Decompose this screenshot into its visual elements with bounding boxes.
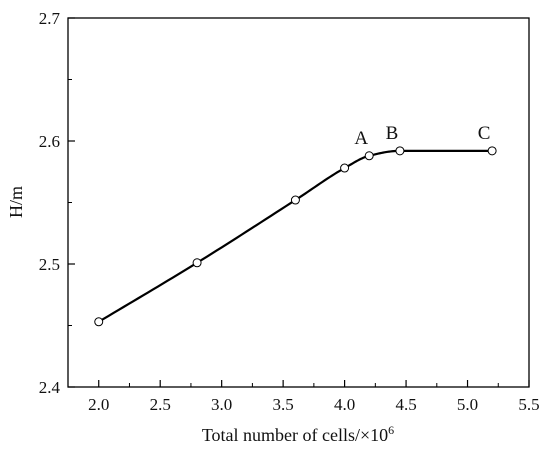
series-line: [98, 149, 493, 323]
point-label-a: A: [354, 128, 368, 149]
y-tick-label: 2.6: [39, 132, 60, 151]
y-tick-label: 2.7: [39, 9, 61, 28]
x-tick-label: 2.0: [88, 395, 109, 414]
x-tick-label: 5.0: [457, 395, 478, 414]
x-tick-label: 4.0: [334, 395, 355, 414]
x-axis-ticks: 2.0 2.5 3.0 3.5 4.0 4.5 5.0 5.5: [88, 380, 540, 414]
x-tick-label: 3.5: [273, 395, 294, 414]
data-point: [395, 146, 405, 156]
data-point: [290, 195, 300, 205]
y-axis-title: H/m: [6, 186, 26, 218]
y-axis-ticks: 2.4 2.5 2.6 2.7: [39, 9, 75, 397]
y-tick-label: 2.4: [39, 378, 61, 397]
y-tick-label: 2.5: [39, 255, 60, 274]
data-point: [192, 258, 202, 268]
data-point: [487, 146, 497, 156]
x-tick-label: 3.0: [211, 395, 232, 414]
x-tick-label: 5.5: [518, 395, 539, 414]
x-tick-label: 2.5: [150, 395, 171, 414]
point-label-b: B: [386, 123, 399, 144]
data-point: [94, 317, 104, 327]
x-tick-label: 4.5: [395, 395, 416, 414]
data-point: [364, 151, 374, 161]
point-label-c: C: [478, 123, 491, 144]
x-axis-title: Total number of cells/×106: [202, 423, 394, 445]
data-point: [340, 163, 350, 173]
data-points: [94, 146, 497, 327]
